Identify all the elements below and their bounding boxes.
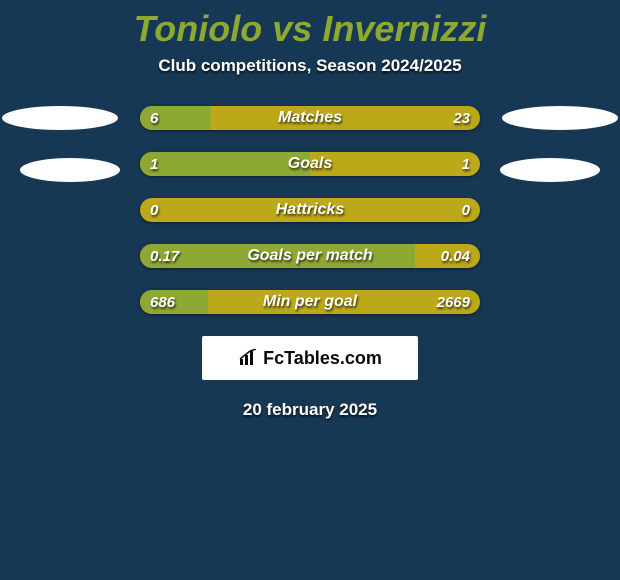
stat-row-goals: Goals 1 1 [0, 152, 620, 176]
stat-row-min-per-goal: Min per goal 686 2669 [0, 290, 620, 314]
stat-value-right: 0 [462, 198, 470, 222]
stat-value-right: 2669 [437, 290, 470, 314]
stat-label: Goals per match [140, 244, 480, 268]
stat-label: Goals [140, 152, 480, 176]
subtitle: Club competitions, Season 2024/2025 [0, 56, 620, 76]
source-logo-box: FcTables.com [202, 336, 418, 380]
stat-label: Min per goal [140, 290, 480, 314]
comparison-card: Toniolo vs Invernizzi Club competitions,… [0, 0, 620, 580]
stat-label: Hattricks [140, 198, 480, 222]
title-player-right: Invernizzi [322, 8, 486, 49]
stat-row-matches: Matches 6 23 [0, 106, 620, 130]
bar-track: Goals [140, 152, 480, 176]
fctables-logo: FcTables.com [238, 348, 382, 369]
bar-track: Min per goal [140, 290, 480, 314]
stat-value-left: 686 [150, 290, 175, 314]
bar-track: Goals per match [140, 244, 480, 268]
title-player-left: Toniolo [134, 8, 263, 49]
stat-value-right: 1 [462, 152, 470, 176]
stat-value-right: 0.04 [441, 244, 470, 268]
chart-icon [238, 349, 260, 367]
title-vs: vs [272, 8, 312, 49]
stat-value-left: 0.17 [150, 244, 179, 268]
stat-value-left: 0 [150, 198, 158, 222]
stat-row-goals-per-match: Goals per match 0.17 0.04 [0, 244, 620, 268]
stat-value-left: 6 [150, 106, 158, 130]
page-title: Toniolo vs Invernizzi [0, 0, 620, 56]
snapshot-date: 20 february 2025 [0, 400, 620, 420]
bar-track: Hattricks [140, 198, 480, 222]
comparison-bars: Matches 6 23 Goals 1 1 Hattricks 0 0 G [0, 106, 620, 314]
stat-value-right: 23 [453, 106, 470, 130]
bar-track: Matches [140, 106, 480, 130]
logo-text: FcTables.com [263, 348, 382, 369]
stat-row-hattricks: Hattricks 0 0 [0, 198, 620, 222]
stat-value-left: 1 [150, 152, 158, 176]
stat-label: Matches [140, 106, 480, 130]
